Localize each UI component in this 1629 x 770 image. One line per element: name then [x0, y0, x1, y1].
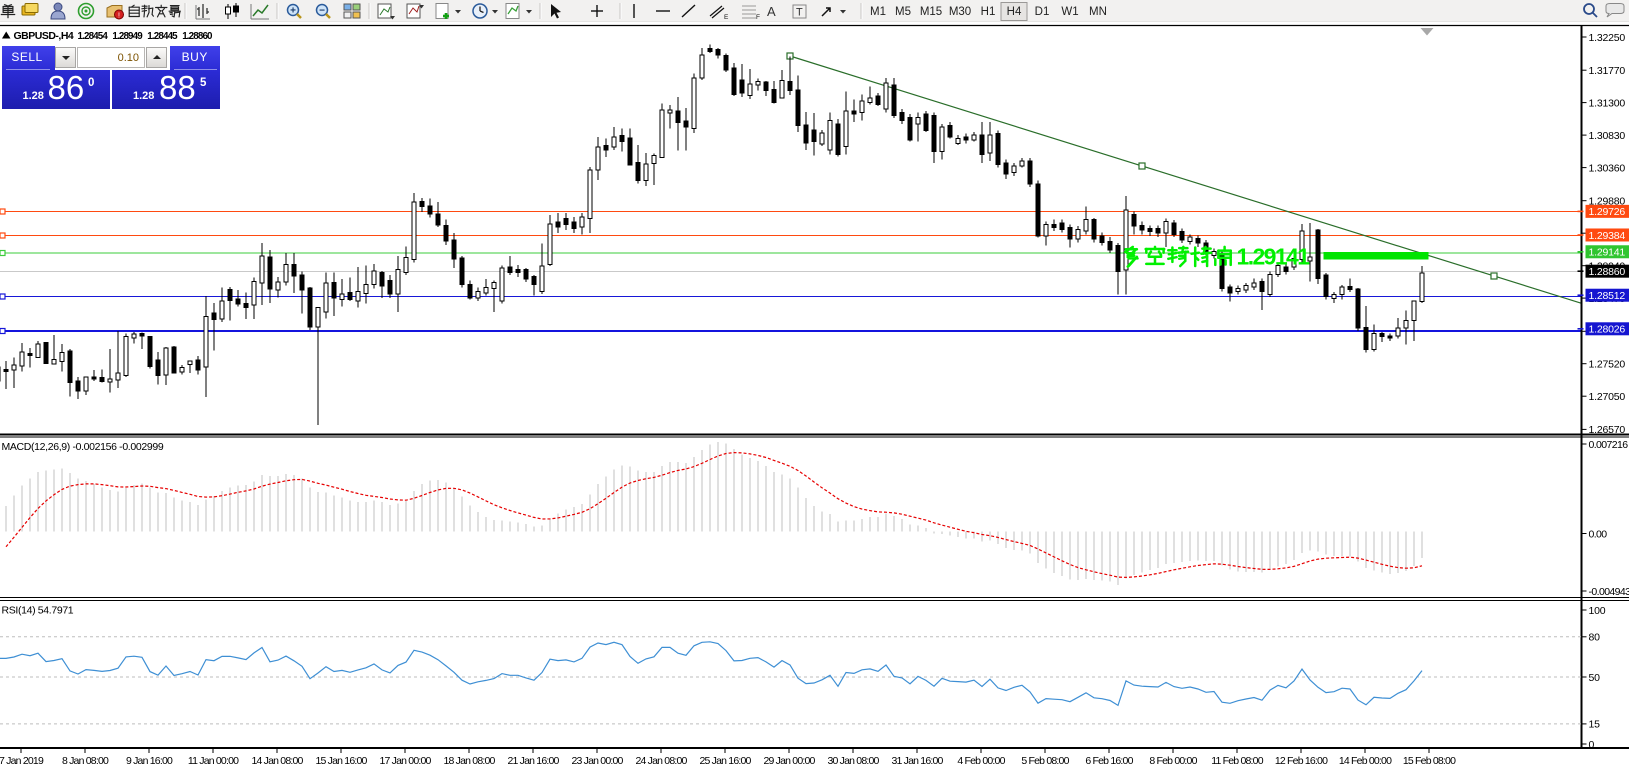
svg-text:+: + — [290, 6, 296, 17]
svg-text:1.28512: 1.28512 — [1589, 290, 1626, 302]
svg-text:1.28445: 1.28445 — [147, 31, 178, 42]
svg-text:−: − — [319, 6, 325, 17]
svg-text:E: E — [724, 14, 729, 21]
svg-text:GBPUSD-,H4: GBPUSD-,H4 — [14, 30, 74, 42]
svg-text:A: A — [767, 4, 776, 19]
svg-text:1.29141: 1.29141 — [1237, 244, 1311, 270]
svg-text:80: 80 — [1589, 632, 1601, 644]
svg-text:50: 50 — [1589, 672, 1601, 684]
svg-text:1.28949: 1.28949 — [112, 31, 143, 42]
svg-text:7 Jan 2019: 7 Jan 2019 — [0, 755, 44, 767]
svg-text:15 Jan 16:00: 15 Jan 16:00 — [315, 755, 367, 767]
svg-text:1.28860: 1.28860 — [182, 31, 213, 42]
svg-text:1.29141: 1.29141 — [1589, 247, 1626, 259]
svg-text:14 Feb 00:00: 14 Feb 00:00 — [1339, 755, 1392, 767]
svg-text:1.28454: 1.28454 — [78, 31, 109, 42]
svg-text:15 Feb 08:00: 15 Feb 08:00 — [1403, 755, 1456, 767]
svg-text:0.00: 0.00 — [1589, 528, 1608, 540]
svg-text:5 Feb 08:00: 5 Feb 08:00 — [1021, 755, 1069, 767]
svg-text:23 Jan 00:00: 23 Jan 00:00 — [571, 755, 623, 767]
svg-text:25 Jan 16:00: 25 Jan 16:00 — [699, 755, 751, 767]
svg-text:21 Jan 16:00: 21 Jan 16:00 — [507, 755, 559, 767]
svg-text:1.30830: 1.30830 — [1589, 130, 1626, 142]
svg-text:30 Jan 08:00: 30 Jan 08:00 — [827, 755, 879, 767]
svg-text:4 Feb 00:00: 4 Feb 00:00 — [957, 755, 1005, 767]
svg-text:31 Jan 16:00: 31 Jan 16:00 — [891, 755, 943, 767]
svg-text:1.32250: 1.32250 — [1589, 32, 1626, 44]
svg-text:H1: H1 — [981, 6, 996, 18]
svg-text:1.29384: 1.29384 — [1589, 230, 1626, 242]
svg-text:1.28026: 1.28026 — [1589, 324, 1626, 336]
svg-text:D1: D1 — [1035, 6, 1050, 18]
svg-text:6 Feb 16:00: 6 Feb 16:00 — [1085, 755, 1133, 767]
svg-text:1.27050: 1.27050 — [1589, 391, 1626, 403]
svg-text:1.29726: 1.29726 — [1589, 206, 1626, 218]
svg-text:M15: M15 — [920, 6, 942, 18]
svg-text:1.30360: 1.30360 — [1589, 162, 1626, 174]
svg-text:RSI(14) 54.7971: RSI(14) 54.7971 — [2, 605, 74, 617]
svg-text:8 Jan 08:00: 8 Jan 08:00 — [62, 755, 109, 767]
svg-text:100: 100 — [1589, 605, 1606, 617]
svg-text:9 Jan 16:00: 9 Jan 16:00 — [126, 755, 173, 767]
svg-text:14 Jan 08:00: 14 Jan 08:00 — [251, 755, 303, 767]
svg-text:F: F — [756, 14, 760, 21]
svg-text:!: ! — [118, 13, 120, 20]
svg-text:15: 15 — [1589, 719, 1601, 731]
svg-text:T: T — [796, 7, 803, 19]
svg-text:0: 0 — [1589, 739, 1595, 751]
svg-text:12 Feb 16:00: 12 Feb 16:00 — [1275, 755, 1328, 767]
svg-text:18 Jan 08:00: 18 Jan 08:00 — [443, 755, 495, 767]
svg-text:1.28860: 1.28860 — [1589, 266, 1626, 278]
svg-text:24 Jan 08:00: 24 Jan 08:00 — [635, 755, 687, 767]
svg-text:H4: H4 — [1007, 6, 1022, 18]
svg-text:M30: M30 — [949, 6, 971, 18]
svg-text:1.31770: 1.31770 — [1589, 65, 1626, 77]
svg-text:11 Jan 00:00: 11 Jan 00:00 — [188, 755, 239, 767]
svg-text:8 Feb 00:00: 8 Feb 00:00 — [1149, 755, 1197, 767]
svg-text:29 Jan 00:00: 29 Jan 00:00 — [763, 755, 815, 767]
svg-text:MN: MN — [1089, 6, 1107, 18]
svg-text:1.29880: 1.29880 — [1589, 196, 1626, 208]
svg-text:17 Jan 00:00: 17 Jan 00:00 — [379, 755, 431, 767]
svg-text:1.27520: 1.27520 — [1589, 359, 1626, 371]
svg-text:1.26570: 1.26570 — [1589, 424, 1626, 436]
svg-text:0.007216: 0.007216 — [1589, 439, 1629, 451]
svg-text:-0.004943: -0.004943 — [1589, 586, 1629, 598]
svg-text:W1: W1 — [1061, 6, 1078, 18]
svg-text:1.31300: 1.31300 — [1589, 97, 1626, 109]
svg-text:MACD(12,26,9) -0.002156 -0.002: MACD(12,26,9) -0.002156 -0.002999 — [2, 441, 164, 453]
svg-text:M5: M5 — [895, 6, 911, 18]
svg-text:11 Feb 08:00: 11 Feb 08:00 — [1211, 755, 1263, 767]
svg-text:M1: M1 — [870, 6, 886, 18]
